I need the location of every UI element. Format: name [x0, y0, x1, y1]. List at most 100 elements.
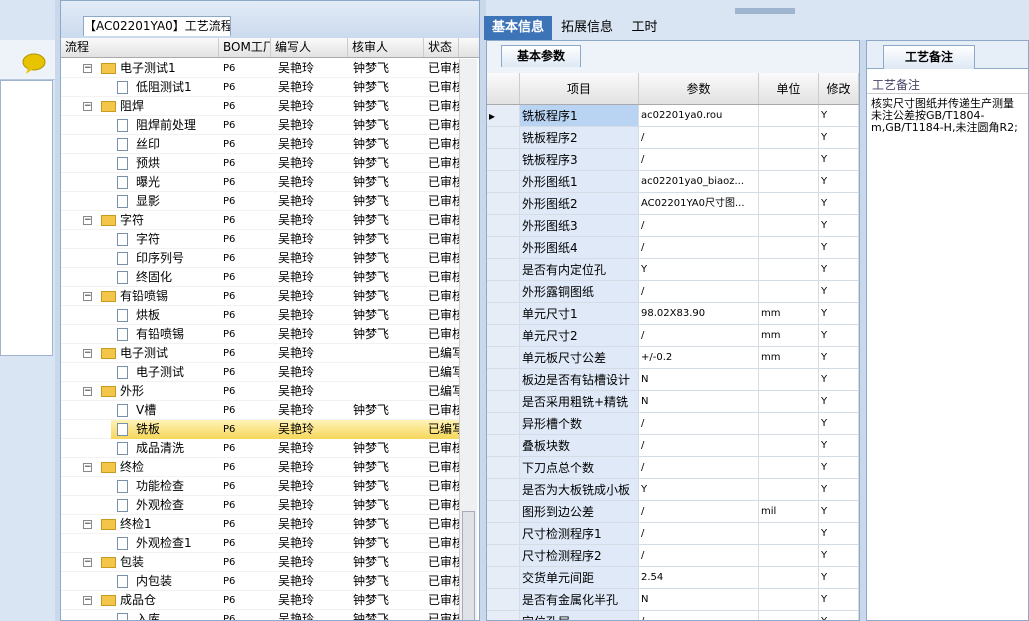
- row-selector[interactable]: [487, 611, 520, 620]
- row-selector[interactable]: [487, 413, 520, 435]
- unit[interactable]: [759, 171, 819, 193]
- tree-row[interactable]: [61, 306, 459, 325]
- modified[interactable]: Y: [819, 611, 859, 620]
- unit[interactable]: mm: [759, 303, 819, 325]
- tree-row[interactable]: [61, 192, 459, 211]
- modified[interactable]: Y: [819, 457, 859, 479]
- unit[interactable]: [759, 611, 819, 620]
- row-selector[interactable]: [487, 259, 520, 281]
- modified[interactable]: Y: [819, 479, 859, 501]
- scrollbar[interactable]: [459, 59, 477, 620]
- unit[interactable]: [759, 435, 819, 457]
- row-selector[interactable]: [487, 347, 520, 369]
- scroll-thumb[interactable]: [462, 511, 475, 620]
- tree-row[interactable]: [61, 477, 459, 496]
- modified[interactable]: Y: [819, 215, 859, 237]
- expander[interactable]: −: [83, 349, 92, 358]
- modified[interactable]: Y: [819, 435, 859, 457]
- param[interactable]: /: [639, 149, 759, 171]
- column-header[interactable]: 状态: [426, 38, 459, 57]
- row-selector[interactable]: [487, 567, 520, 589]
- tree-row[interactable]: [61, 496, 459, 515]
- column-header[interactable]: 修改: [819, 73, 859, 104]
- expander[interactable]: −: [83, 558, 92, 567]
- row-selector[interactable]: [487, 237, 520, 259]
- unit[interactable]: [759, 237, 819, 259]
- modified[interactable]: Y: [819, 413, 859, 435]
- unit[interactable]: [759, 281, 819, 303]
- splitter[interactable]: [55, 0, 60, 621]
- row-selector[interactable]: [487, 457, 520, 479]
- unit[interactable]: [759, 105, 819, 127]
- modified[interactable]: Y: [819, 391, 859, 413]
- expander[interactable]: −: [83, 216, 92, 225]
- expander[interactable]: −: [83, 463, 92, 472]
- row-selector[interactable]: ▸: [487, 105, 520, 127]
- row-selector[interactable]: [487, 391, 520, 413]
- chat-icon[interactable]: [0, 40, 55, 80]
- unit[interactable]: mil: [759, 501, 819, 523]
- item[interactable]: 单元板尺寸公差: [520, 347, 639, 369]
- row-selector[interactable]: [487, 501, 520, 523]
- item[interactable]: 定位孔层: [520, 611, 639, 620]
- param[interactable]: /: [639, 501, 759, 523]
- expander[interactable]: −: [83, 596, 92, 605]
- row-selector[interactable]: [487, 523, 520, 545]
- item[interactable]: 是否有内定位孔: [520, 259, 639, 281]
- tab[interactable]: 工时: [631, 20, 658, 35]
- param[interactable]: /: [639, 325, 759, 347]
- modified[interactable]: Y: [819, 347, 859, 369]
- tree-row[interactable]: [61, 59, 459, 78]
- unit[interactable]: [759, 127, 819, 149]
- row-selector[interactable]: [487, 171, 520, 193]
- modified[interactable]: Y: [819, 567, 859, 589]
- subtab[interactable]: 基本参数: [501, 45, 581, 67]
- unit[interactable]: [759, 479, 819, 501]
- param[interactable]: /: [639, 457, 759, 479]
- expander[interactable]: −: [83, 64, 92, 73]
- modified[interactable]: Y: [819, 589, 859, 611]
- unit[interactable]: [759, 259, 819, 281]
- modified[interactable]: Y: [819, 303, 859, 325]
- unit[interactable]: [759, 369, 819, 391]
- item[interactable]: 铣板程序3: [520, 149, 639, 171]
- param[interactable]: ac02201ya0.rou: [639, 105, 759, 127]
- column-header[interactable]: 项目: [520, 73, 639, 104]
- column-header[interactable]: 流程: [63, 38, 219, 57]
- row-selector[interactable]: [487, 479, 520, 501]
- tree-row[interactable]: [61, 97, 459, 116]
- row-selector[interactable]: [487, 369, 520, 391]
- param[interactable]: AC02201YA0尺寸图...: [639, 193, 759, 215]
- splitter[interactable]: [480, 0, 486, 621]
- tree-row[interactable]: [61, 572, 459, 591]
- tree-row[interactable]: [61, 534, 459, 553]
- unit[interactable]: [759, 413, 819, 435]
- tree-row[interactable]: [61, 458, 459, 477]
- column-header[interactable]: 编写人: [273, 38, 348, 57]
- unit[interactable]: [759, 215, 819, 237]
- modified[interactable]: Y: [819, 171, 859, 193]
- notes-tab[interactable]: 工艺备注: [883, 45, 975, 69]
- param[interactable]: N: [639, 391, 759, 413]
- unit[interactable]: [759, 457, 819, 479]
- tree-row[interactable]: [61, 268, 459, 287]
- column-header[interactable]: 参数: [639, 73, 759, 104]
- row-selector[interactable]: [487, 149, 520, 171]
- modified[interactable]: Y: [819, 369, 859, 391]
- item[interactable]: 单元尺寸2: [520, 325, 639, 347]
- unit[interactable]: [759, 391, 819, 413]
- tree-row[interactable]: [61, 515, 459, 534]
- item[interactable]: 铣板程序1: [520, 105, 639, 127]
- unit[interactable]: [759, 545, 819, 567]
- param[interactable]: ac02201ya0_biaoz...: [639, 171, 759, 193]
- param[interactable]: /: [639, 215, 759, 237]
- param[interactable]: Y: [639, 479, 759, 501]
- row-selector[interactable]: [487, 281, 520, 303]
- param[interactable]: +/-0.2: [639, 347, 759, 369]
- row-selector[interactable]: [487, 303, 520, 325]
- tree-row[interactable]: [61, 135, 459, 154]
- unit[interactable]: mm: [759, 347, 819, 369]
- item[interactable]: 单元尺寸1: [520, 303, 639, 325]
- param[interactable]: 98.02X83.90: [639, 303, 759, 325]
- unit[interactable]: [759, 589, 819, 611]
